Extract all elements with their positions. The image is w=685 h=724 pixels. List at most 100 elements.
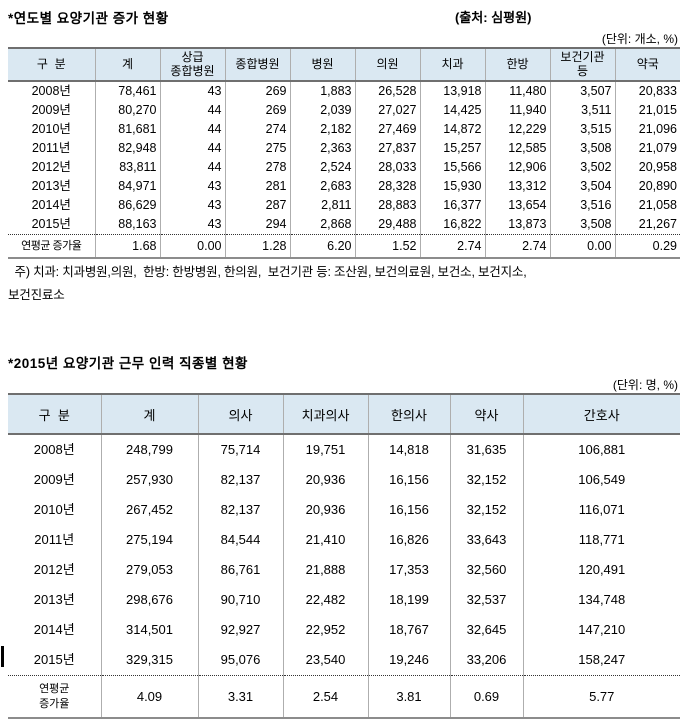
value-cell: 22,952 (282, 615, 368, 645)
value-cell: 78,461 (94, 81, 160, 101)
value-cell: 21,410 (282, 525, 368, 555)
table1-header-2: 상급 종합병원 (159, 47, 225, 82)
table1-summary-1: 1.68 (94, 234, 160, 258)
value-cell: 32,152 (449, 465, 523, 495)
table1-header-row: 구 분 계 상급 종합병원 종합병원 병원 의원 치과 한방 보건기관 등 약국 (8, 47, 680, 82)
value-cell: 3,504 (549, 177, 615, 196)
value-cell: 147,210 (522, 615, 680, 645)
value-cell: 14,425 (419, 101, 485, 120)
revision-bar (1, 646, 4, 667)
value-cell: 14,818 (367, 434, 450, 465)
value-cell: 21,096 (614, 120, 680, 139)
table2-header-row: 구 분 계 의사 치과의사 한의사 약사 간호사 (8, 393, 680, 435)
table1-summary-5: 1.52 (354, 234, 420, 258)
value-cell: 21,079 (614, 139, 680, 158)
footnote-line2: 보건진료소 (8, 288, 65, 302)
table2-unit-label: (단위: 명, %) (612, 378, 678, 392)
table1-row: 2010년 81,681 44 274 2,182 27,469 14,872 12,229 3… (8, 120, 680, 139)
table1-source: (출처: 심평원) (455, 10, 532, 25)
value-cell: 28,328 (354, 177, 420, 196)
table2-summary-5: 0.69 (449, 675, 523, 718)
value-cell: 116,071 (522, 495, 680, 525)
value-cell: 14,872 (419, 120, 485, 139)
value-cell: 134,748 (522, 585, 680, 615)
table2-summary-row: 연평균 증가율 4.09 3.31 2.54 3.81 0.69 5.77 (8, 675, 680, 718)
value-cell: 86,761 (197, 555, 283, 585)
table1-title: *연도별 요양기관 증가 현황 (8, 11, 169, 26)
value-cell: 92,927 (197, 615, 283, 645)
value-cell: 43 (159, 81, 225, 101)
value-cell: 82,948 (94, 139, 160, 158)
value-cell: 11,480 (484, 81, 550, 101)
value-cell: 3,507 (549, 81, 615, 101)
value-cell: 32,645 (449, 615, 523, 645)
value-cell: 21,015 (614, 101, 680, 120)
value-cell: 16,377 (419, 196, 485, 215)
table1-header-9: 약국 (614, 47, 680, 82)
table1-header-7: 한방 (484, 47, 550, 82)
table2-row: 2011년 275,194 84,544 21,410 16,826 33,643 118,… (8, 525, 680, 555)
value-cell: 278 (224, 158, 290, 177)
year-cell: 2010년 (33, 502, 75, 517)
table1-header-0: 구 분 (8, 47, 95, 82)
table1-summary-9: 0.29 (614, 234, 680, 258)
value-cell: 23,540 (282, 645, 368, 676)
table2-header-3: 치과의사 (282, 393, 368, 435)
table1-row: 2014년 86,629 43 287 2,811 28,883 16,377 13,654 3… (8, 196, 680, 215)
table1-yearly-institution-growth: 구 분 계 상급 종합병원 종합병원 병원 의원 치과 한방 보건기관 등 약국 2008년 78,… (8, 47, 680, 259)
table2-header-6: 간호사 (522, 393, 680, 435)
value-cell: 118,771 (522, 525, 680, 555)
year-cell: 2010년 (31, 122, 71, 136)
value-cell: 106,881 (522, 434, 680, 465)
table1-header-6: 치과 (419, 47, 485, 82)
year-cell: 2015년 (31, 217, 71, 231)
value-cell: 2,868 (289, 215, 355, 235)
value-cell: 275 (224, 139, 290, 158)
value-cell: 13,918 (419, 81, 485, 101)
table1-row: 2015년 88,163 43 294 2,868 29,488 16,822 13,873 3… (8, 215, 680, 235)
value-cell: 20,958 (614, 158, 680, 177)
table2-row: 2014년 314,501 92,927 22,952 18,767 32,645 147,… (8, 615, 680, 645)
table2-summary-2: 3.31 (197, 675, 283, 718)
table2-summary-6: 5.77 (522, 675, 680, 718)
value-cell: 28,033 (354, 158, 420, 177)
value-cell: 82,137 (197, 495, 283, 525)
value-cell: 15,930 (419, 177, 485, 196)
table2-row: 2015년 329,315 95,076 23,540 19,246 33,206 158,… (8, 645, 680, 676)
table2-summary-3: 2.54 (282, 675, 368, 718)
value-cell: 3,508 (549, 215, 615, 235)
value-cell: 44 (159, 101, 225, 120)
table1-summary-2: 0.00 (159, 234, 225, 258)
value-cell: 120,491 (522, 555, 680, 585)
value-cell: 20,936 (282, 495, 368, 525)
table1-summary-3: 1.28 (224, 234, 290, 258)
value-cell: 13,312 (484, 177, 550, 196)
value-cell: 329,315 (100, 645, 198, 676)
table1-header-1: 계 (94, 47, 160, 82)
value-cell: 16,826 (367, 525, 450, 555)
value-cell: 88,163 (94, 215, 160, 235)
value-cell: 3,502 (549, 158, 615, 177)
table2-row: 2010년 267,452 82,137 20,936 16,156 32,152 116,… (8, 495, 680, 525)
value-cell: 16,156 (367, 495, 450, 525)
value-cell: 279,053 (100, 555, 198, 585)
table2-summary-0: 연평균 증가율 (8, 675, 101, 718)
value-cell: 22,482 (282, 585, 368, 615)
value-cell: 20,936 (282, 465, 368, 495)
value-cell: 2,683 (289, 177, 355, 196)
value-cell: 84,971 (94, 177, 160, 196)
value-cell: 12,585 (484, 139, 550, 158)
year-cell: 2013년 (33, 592, 75, 607)
value-cell: 33,643 (449, 525, 523, 555)
value-cell: 267,452 (100, 495, 198, 525)
value-cell: 281 (224, 177, 290, 196)
value-cell: 18,199 (367, 585, 450, 615)
value-cell: 20,890 (614, 177, 680, 196)
value-cell: 27,837 (354, 139, 420, 158)
value-cell: 13,654 (484, 196, 550, 215)
value-cell: 11,940 (484, 101, 550, 120)
value-cell: 257,930 (100, 465, 198, 495)
value-cell: 2,039 (289, 101, 355, 120)
table1-row: 2008년 78,461 43 269 1,883 26,528 13,918 11,480 3… (8, 81, 680, 101)
value-cell: 294 (224, 215, 290, 235)
